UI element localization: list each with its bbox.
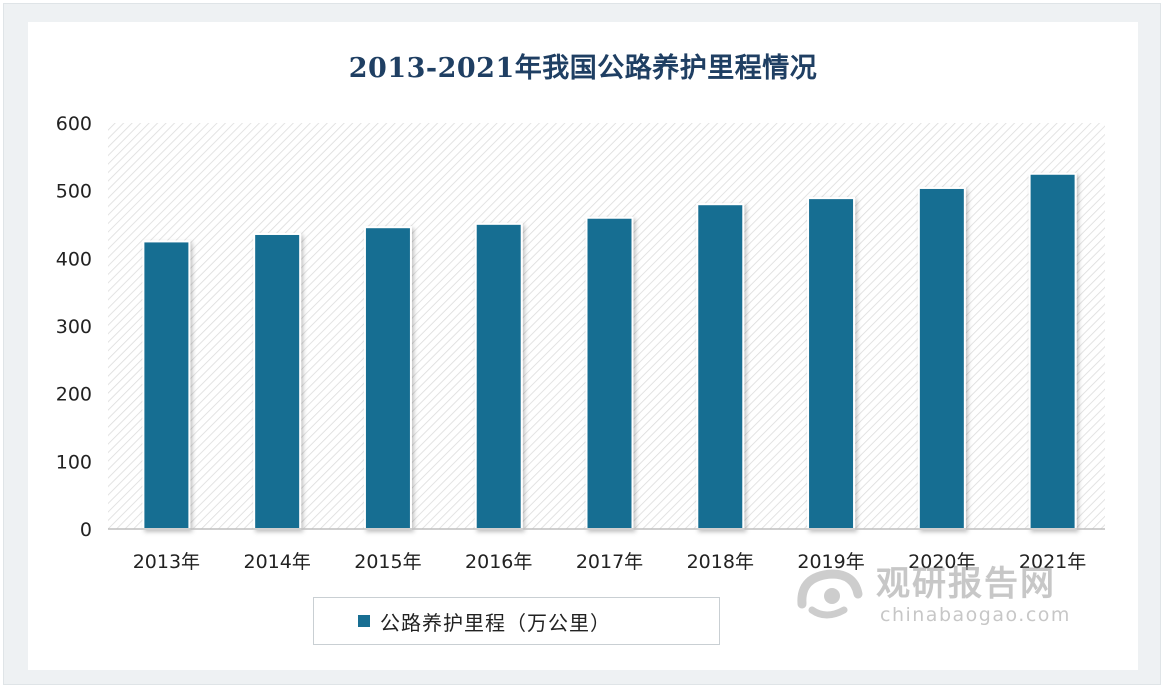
bars-group <box>142 172 1077 531</box>
y-tick-label: 0 <box>80 519 92 541</box>
y-tick-label: 300 <box>56 316 92 338</box>
bar-2017年 <box>585 216 634 530</box>
x-tick-label: 2014年 <box>243 551 310 573</box>
x-tick-label: 2016年 <box>465 551 532 573</box>
bar-2018年 <box>696 203 745 530</box>
bar-2013年 <box>142 240 191 531</box>
x-tick-label: 2019年 <box>797 551 864 573</box>
y-tick-label: 200 <box>56 384 92 406</box>
x-tick-label: 2018年 <box>687 551 754 573</box>
y-tick-label: 100 <box>56 451 92 473</box>
legend: 公路养护里程（万公里） <box>313 597 720 645</box>
bar-2014年 <box>253 232 302 530</box>
bar-2020年 <box>917 186 966 531</box>
watermark-cn: 观研报告网 <box>876 564 1056 604</box>
y-tick-label: 500 <box>56 181 92 203</box>
y-axis: 0 100 200 300 400 500 600 <box>56 113 92 541</box>
watermark-logo-icon <box>797 569 863 619</box>
bar-2019年 <box>807 197 856 531</box>
legend-label: 公路养护里程（万公里） <box>380 610 611 635</box>
legend-swatch <box>358 615 370 627</box>
x-tick-label: 2021年 <box>1019 551 1086 573</box>
x-tick-label: 2015年 <box>354 551 421 573</box>
x-tick-label: 2020年 <box>908 551 975 573</box>
bar-2016年 <box>474 222 523 530</box>
watermark-en: chinabaogao.com <box>880 604 1071 626</box>
watermark: 观研报告网 chinabaogao.com <box>792 556 1112 636</box>
x-tick-label: 2017年 <box>576 551 643 573</box>
bar-2021年 <box>1028 172 1077 530</box>
x-tick-label: 2013年 <box>133 551 200 573</box>
chart-title: 2013-2021年我国公路养护里程情况 <box>348 53 818 84</box>
bar-2015年 <box>363 226 412 530</box>
y-tick-label: 400 <box>56 248 92 270</box>
x-axis: 2013年 2014年 2015年 2016年 2017年 2018年 2019年 2020年… <box>133 551 1087 573</box>
y-tick-label: 600 <box>56 113 92 135</box>
